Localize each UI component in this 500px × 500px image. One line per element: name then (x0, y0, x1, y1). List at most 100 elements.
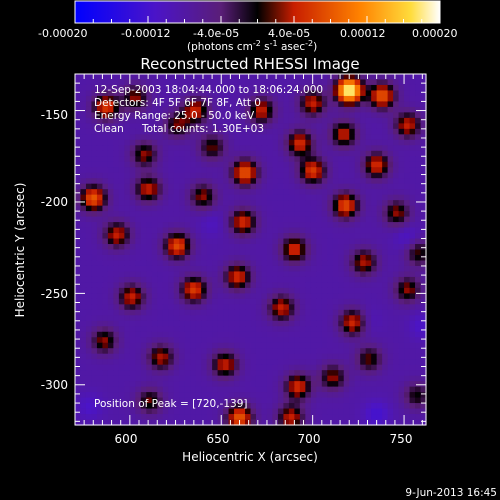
heatmap-cell (321, 375, 328, 382)
heatmap-cell (354, 205, 361, 212)
heatmap-cell (365, 205, 372, 212)
heatmap-cell (173, 145, 180, 152)
heatmap-cell (201, 342, 208, 349)
heatmap-cell (179, 271, 186, 278)
heatmap-cell (409, 298, 416, 305)
heatmap-cell (212, 260, 219, 267)
heatmap-cell (255, 101, 263, 108)
heatmap-cell (85, 101, 93, 108)
heatmap-cell (173, 397, 180, 404)
heatmap-cell (327, 112, 334, 119)
heatmap-cell (376, 79, 383, 86)
heatmap-cell (266, 244, 274, 251)
heatmap-cell (365, 101, 372, 108)
heatmap-cell (190, 79, 197, 86)
heatmap-cell (371, 375, 378, 382)
heatmap-cell (371, 287, 378, 294)
heatmap-cell (212, 74, 219, 81)
heatmap-cell (75, 315, 82, 322)
heatmap-cell (245, 233, 252, 240)
heatmap-cell (266, 123, 274, 130)
heatmap-cell (85, 238, 93, 245)
heatmap-cell (316, 309, 323, 316)
heatmap-cell (228, 414, 235, 421)
heatmap-cell (299, 178, 306, 185)
heatmap-cell (179, 408, 186, 415)
heatmap-cell (305, 293, 312, 300)
heatmap-cell (376, 397, 383, 404)
annotation-method: Clean (94, 123, 124, 135)
heatmap-cell (135, 260, 142, 267)
heatmap-cell (217, 194, 224, 201)
heatmap-cell (255, 392, 263, 399)
heatmap-cell (245, 364, 252, 371)
heatmap-cell (118, 233, 125, 240)
heatmap-cell (327, 260, 334, 267)
heatmap-cell (195, 117, 202, 124)
heatmap-cell (294, 128, 301, 135)
heatmap-cell (85, 298, 93, 305)
heatmap-cell (146, 293, 153, 300)
heatmap-cell (288, 167, 295, 174)
heatmap-cell (85, 271, 93, 278)
heatmap-cell (96, 200, 104, 207)
heatmap-cell (299, 128, 306, 135)
heatmap-cell (184, 348, 191, 355)
heatmap-cell (228, 359, 235, 366)
heatmap-cell (261, 331, 268, 338)
heatmap-cell (266, 337, 274, 344)
heatmap-cell (146, 331, 153, 338)
heatmap-cell (299, 276, 306, 283)
heatmap-cell (162, 397, 169, 404)
heatmap-cell (299, 254, 306, 262)
heatmap-cell (255, 123, 263, 130)
heatmap-cell (96, 172, 104, 179)
heatmap-cell (404, 337, 411, 344)
heatmap-cell (415, 375, 422, 382)
heatmap-cell (102, 403, 109, 410)
heatmap-cell (310, 375, 317, 382)
heatmap-cell (228, 183, 235, 190)
heatmap-cell (261, 287, 268, 294)
heatmap-cell (217, 304, 224, 311)
heatmap-cell (360, 276, 367, 283)
heatmap-cell (91, 254, 98, 262)
heatmap-cell (206, 238, 213, 245)
heatmap-cell (146, 156, 153, 163)
x-tick-label: 600 (115, 432, 138, 446)
heatmap-cell (299, 386, 306, 393)
heatmap-cell (387, 353, 394, 360)
heatmap-cell (266, 359, 274, 366)
heatmap-cell (118, 370, 125, 377)
heatmap-cell (288, 353, 295, 360)
heatmap-cell (102, 161, 109, 168)
heatmap-cell (338, 265, 345, 273)
heatmap-cell (415, 134, 422, 141)
annotation-energy-range: Energy Range: 25.0 - 50.0 keV (94, 110, 255, 122)
heatmap-cell (404, 386, 411, 393)
heatmap-cell (376, 200, 383, 207)
heatmap-cell (360, 244, 367, 251)
heatmap-cell (113, 106, 120, 113)
heatmap-cell (162, 381, 169, 388)
heatmap-cell (129, 304, 136, 311)
heatmap-cell (299, 79, 306, 86)
heatmap-cell (217, 381, 224, 388)
heatmap-cell (162, 79, 169, 86)
heatmap-cell (75, 353, 82, 360)
heatmap-cell (393, 282, 400, 289)
heatmap-cell (151, 326, 158, 333)
heatmap-cell (283, 106, 290, 113)
heatmap-cell (151, 194, 158, 201)
heatmap-cell (157, 145, 164, 152)
heatmap-cell (168, 320, 175, 327)
heatmap-cell (146, 370, 153, 377)
heatmap-cell (354, 397, 361, 404)
heatmap-cell (234, 364, 241, 371)
heatmap-cell (310, 282, 317, 289)
heatmap-cell (75, 238, 82, 245)
heatmap-cell (135, 128, 142, 135)
heatmap-cell (255, 353, 263, 360)
heatmap-cell (113, 392, 120, 399)
heatmap-cell (360, 183, 367, 190)
